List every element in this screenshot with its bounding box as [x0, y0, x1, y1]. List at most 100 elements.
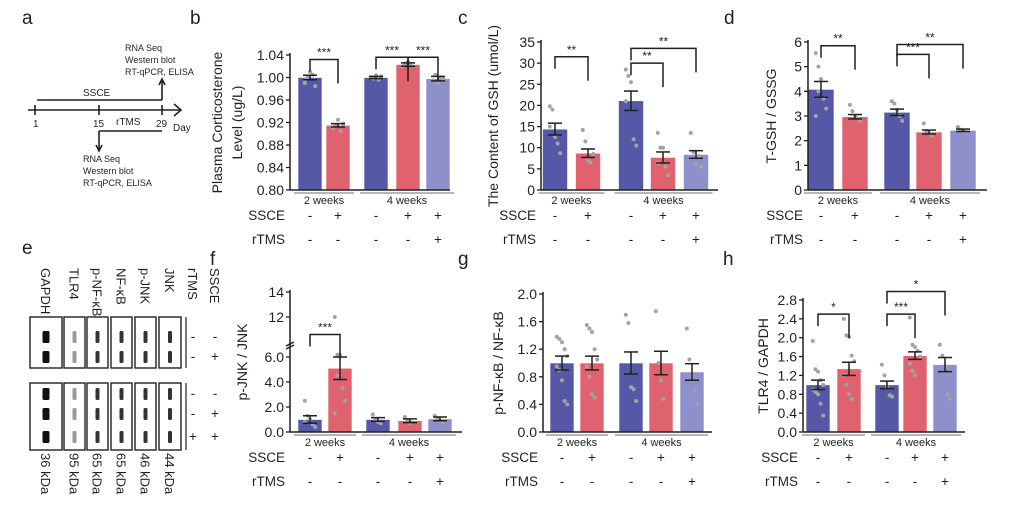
data-point	[918, 354, 923, 359]
data-point	[816, 369, 820, 374]
protein-band	[143, 331, 148, 343]
protein-band	[119, 351, 124, 363]
protein-label: TLR4	[67, 268, 82, 300]
y-tick-label: 20	[519, 97, 535, 113]
data-point	[940, 353, 945, 358]
data-point	[313, 425, 318, 429]
y-tick-label: 0.4	[778, 405, 798, 421]
rtms-label: rTMS	[116, 117, 141, 128]
significance-bracket	[896, 53, 930, 79]
y-axis-label: The Content of GSH (umol/L)	[485, 25, 501, 207]
y-tick-label: 3	[794, 108, 802, 124]
protein-band	[72, 408, 77, 420]
panel-label-a: a	[22, 8, 33, 29]
ssce-sign: +	[211, 429, 219, 444]
data-point	[402, 415, 407, 419]
rtms-row-label: rTMS	[252, 474, 285, 489]
molecular-weight-label: 46 kDa	[138, 453, 153, 495]
protein-band	[143, 408, 148, 420]
rtms-sign: -	[336, 232, 341, 247]
significance-bracket	[886, 313, 916, 339]
data-point	[550, 107, 555, 112]
bottom-assay-3: RT-qPCR, ELISA	[83, 178, 152, 188]
data-point	[626, 320, 631, 325]
ssce-sign: +	[692, 208, 700, 223]
data-point	[553, 135, 557, 140]
axis-break-mark	[285, 344, 295, 350]
y-tick-label: 1.00	[257, 70, 284, 86]
molecular-weight-label: 44 kDa	[162, 453, 177, 495]
data-point	[343, 398, 348, 403]
data-point	[558, 151, 563, 156]
significance-label: **	[925, 30, 935, 44]
data-point	[587, 326, 592, 331]
data-point	[821, 413, 826, 418]
data-point	[937, 342, 942, 347]
data-point	[634, 398, 639, 403]
ssce-sign: +	[406, 450, 414, 465]
data-point	[849, 397, 854, 401]
y-axis-label: T-GSH / GSSG	[763, 69, 779, 164]
ssce-sign: +	[336, 450, 344, 465]
significance-bracket	[309, 58, 339, 84]
rtms-sign: -	[376, 474, 381, 489]
data-point	[889, 99, 894, 104]
panel-label-c: c	[458, 8, 468, 29]
ssce-sign: +	[851, 208, 859, 223]
significance-bracket	[630, 62, 664, 88]
data-point	[819, 77, 823, 81]
protein-band	[72, 388, 77, 400]
bar	[902, 355, 928, 433]
group-label: 4 weeks	[896, 437, 937, 449]
y-tick-label: 0.0	[778, 424, 798, 440]
rtms-sign: +	[189, 429, 197, 444]
ssce-sign: +	[941, 450, 949, 465]
group-label: 2 weeks	[305, 437, 346, 449]
ssce-sign: +	[211, 406, 219, 421]
molecular-weight-label: 65 kDa	[114, 453, 129, 495]
ssce-label: SSCE	[83, 88, 111, 99]
rtms-sign: +	[436, 474, 444, 489]
protein-band	[143, 351, 148, 363]
panel-label-d: d	[724, 8, 735, 29]
y-tick-label: 4.0	[265, 374, 285, 390]
significance-bracket	[817, 313, 850, 339]
bottom-assay-2: Western blot	[83, 166, 134, 176]
bar	[363, 77, 389, 191]
y-tick-label: 0.96	[257, 92, 284, 108]
significance-label: *	[831, 300, 836, 314]
data-point	[631, 387, 636, 392]
molecular-weight-label: 95 kDa	[67, 453, 82, 495]
bar	[874, 384, 900, 433]
significance-label: ***	[906, 40, 920, 54]
ssce-sign: -	[895, 208, 900, 223]
data-point	[378, 421, 383, 426]
group-label: 4 weeks	[910, 195, 951, 207]
y-tick-label: 1.2	[518, 341, 538, 357]
protein-band	[95, 331, 100, 343]
bar	[805, 384, 831, 433]
data-point	[332, 411, 337, 416]
rtms-sign: -	[553, 232, 558, 247]
group-label: 2 weeks	[557, 437, 598, 449]
y-tick-label: 1.6	[518, 314, 538, 330]
ssce-row-label: SSCE	[501, 450, 538, 465]
bar	[932, 364, 958, 433]
y-tick-label: 30	[519, 55, 535, 71]
data-point	[634, 143, 639, 148]
bar	[297, 77, 323, 191]
day-29-label: 29	[156, 119, 168, 130]
bar	[683, 154, 709, 191]
data-point	[692, 388, 697, 393]
ssce-sign: -	[308, 208, 313, 223]
data-point	[661, 145, 665, 150]
protein-band	[72, 431, 77, 443]
y-tick-label: 0.80	[257, 182, 284, 198]
y-tick-label: 14	[268, 284, 284, 300]
y-tick-label: 0.92	[257, 115, 284, 131]
data-point	[659, 378, 663, 383]
protein-band	[42, 331, 50, 343]
y-tick-label: 0.88	[257, 137, 284, 153]
data-point	[656, 361, 661, 365]
ssce-sign: -	[213, 329, 218, 344]
